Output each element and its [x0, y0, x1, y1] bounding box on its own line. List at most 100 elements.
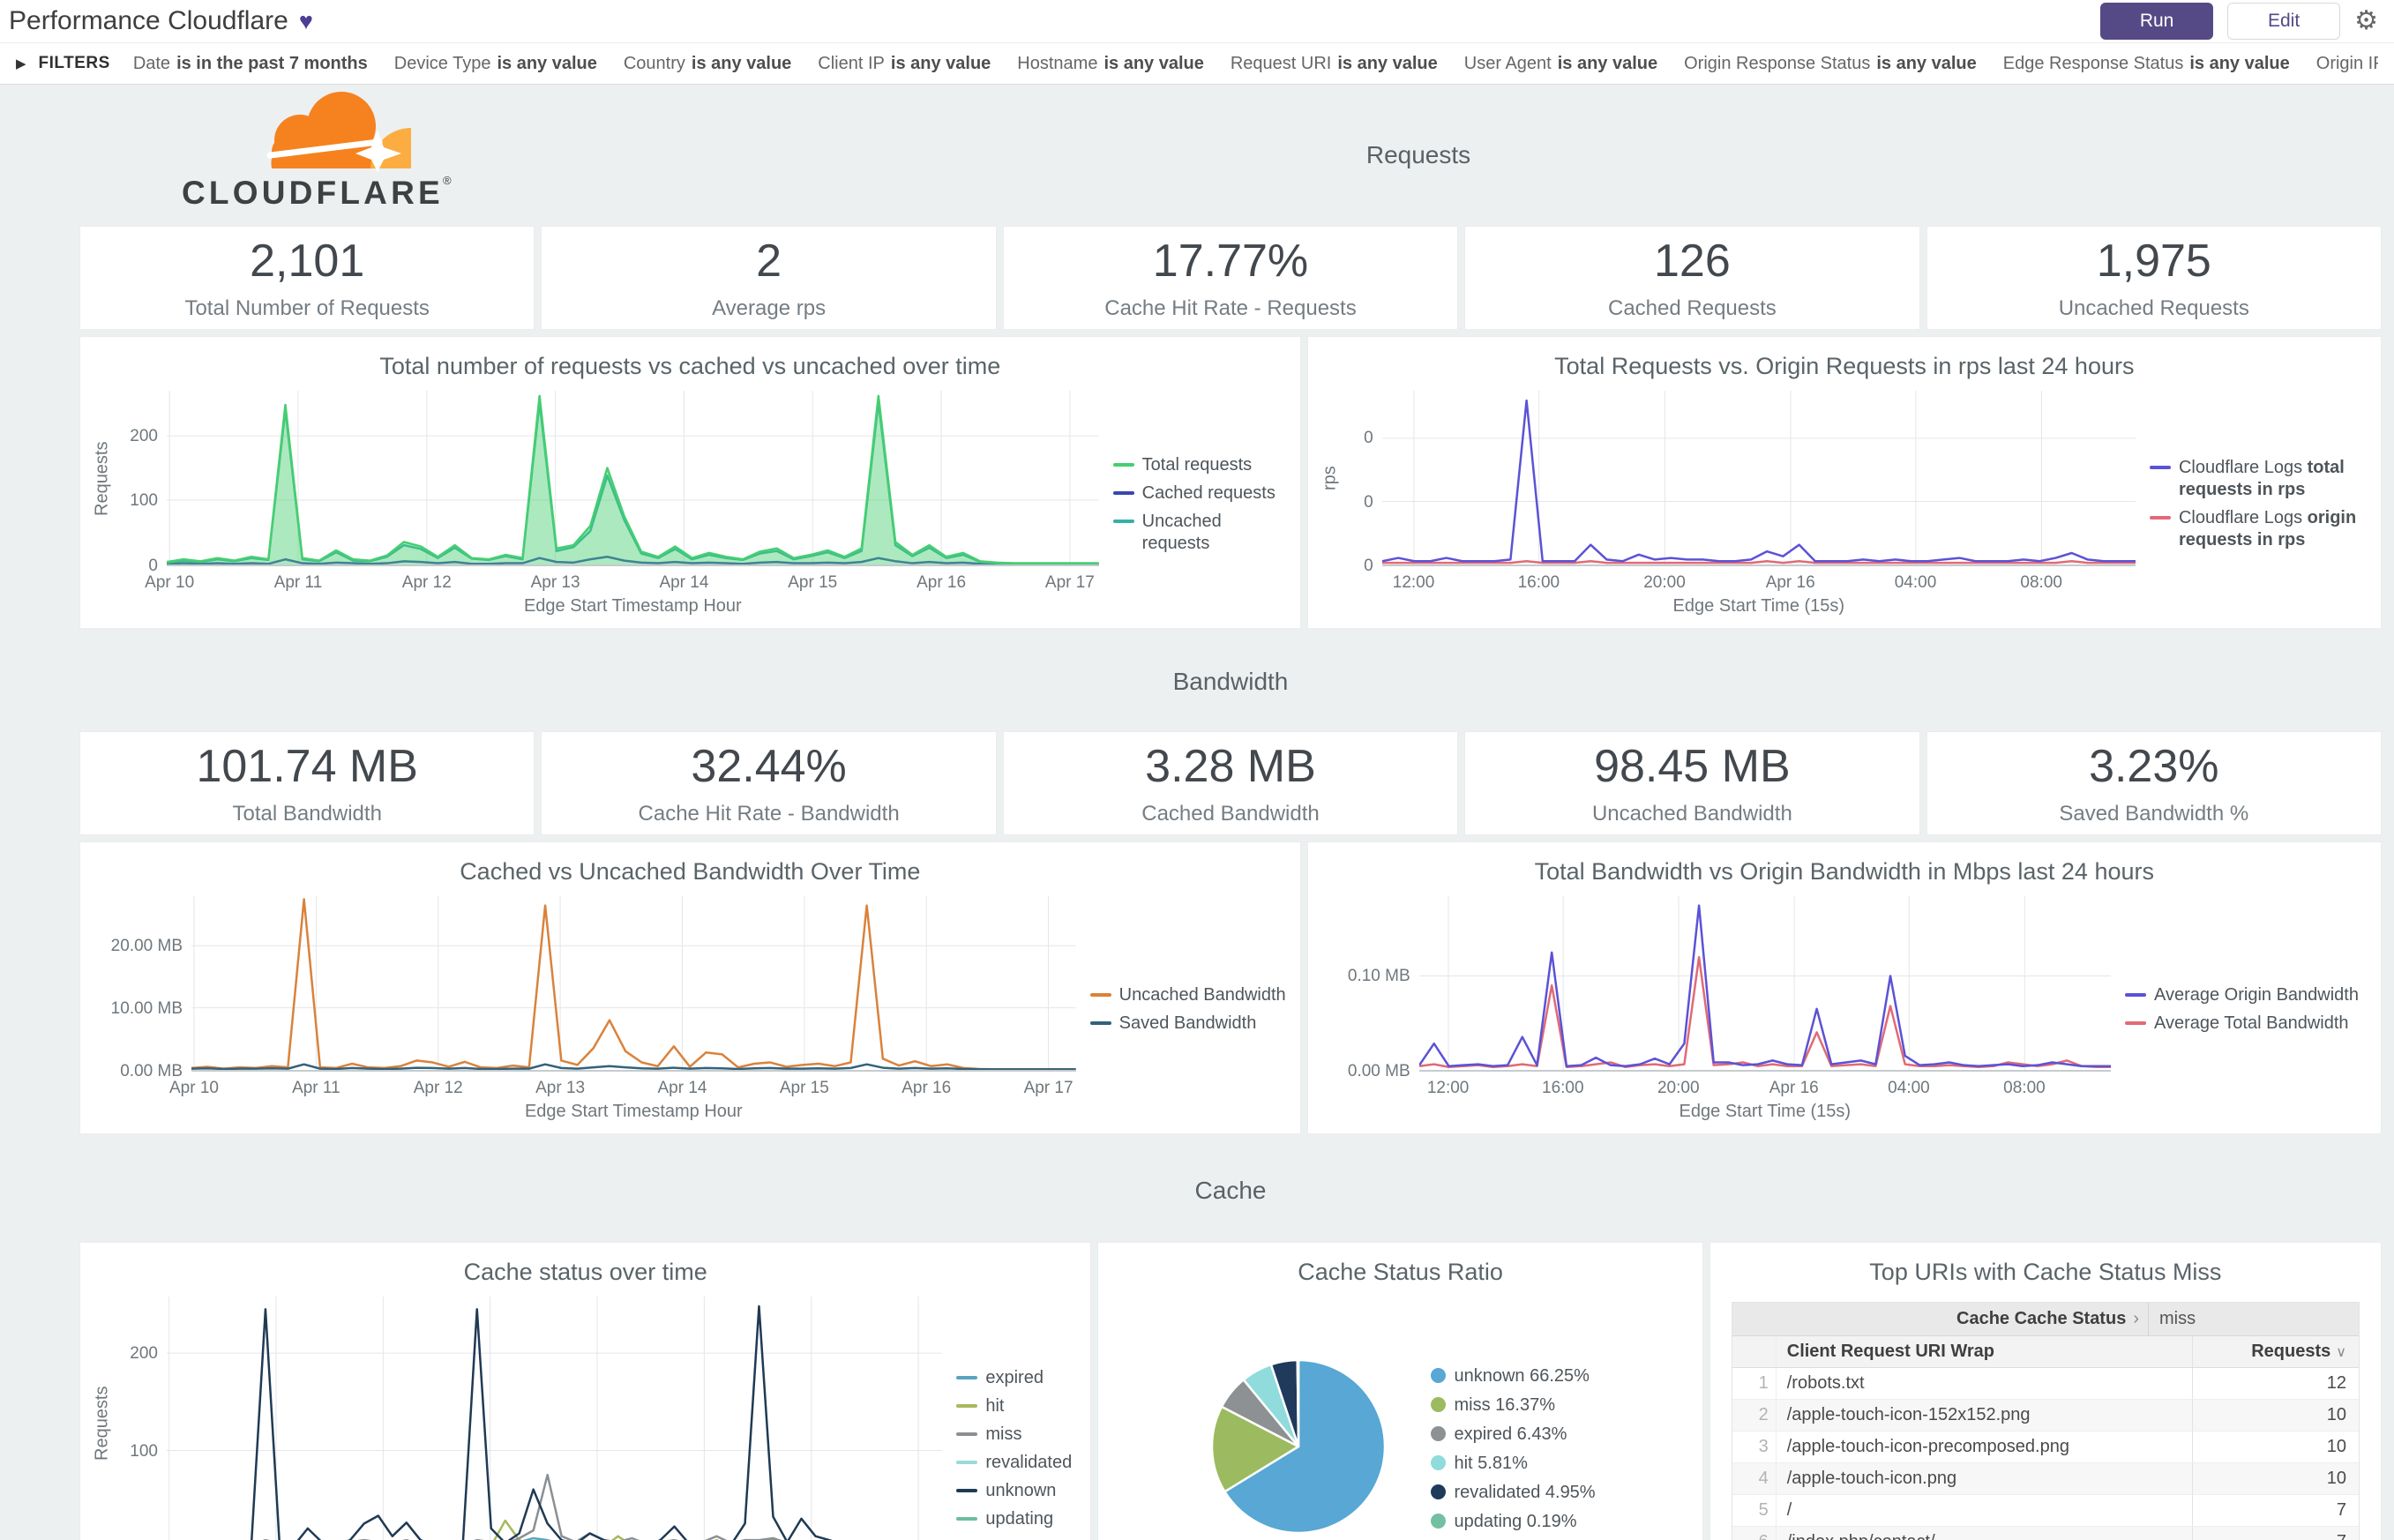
kpi-value: 2	[756, 235, 782, 287]
legend-dot	[1431, 1367, 1447, 1383]
legend-item[interactable]: Cloudflare Logs origin requests in rps	[2149, 507, 2372, 551]
x-tick-label: Apr 16	[916, 573, 967, 592]
filter-item[interactable]: Hostname is any value	[1017, 53, 1204, 73]
x-tick-label: Apr 10	[169, 1079, 219, 1097]
kpi-saved-bandwidth-pct: 3.23% Saved Bandwidth %	[1926, 731, 2382, 835]
filter-item[interactable]: Date is in the past 7 months	[132, 53, 368, 73]
legend-item[interactable]: Average Origin Bandwidth	[2124, 984, 2372, 1006]
legend-item[interactable]: Total requests	[1112, 454, 1291, 476]
legend-item[interactable]: expired 6.43%	[1431, 1424, 1595, 1446]
filter-item[interactable]: Device Type is any value	[393, 53, 597, 73]
filter-item[interactable]: Request URI is any value	[1230, 53, 1438, 73]
filter-item[interactable]: Client IP is any value	[818, 53, 991, 73]
legend-item[interactable]: revalidated 4.95%	[1431, 1482, 1596, 1504]
chevron-right-icon: ›	[2133, 1309, 2139, 1328]
y-axis-ticks: 0 0 0	[1343, 391, 1382, 575]
pivot-field-label: Cache Cache Status	[1956, 1309, 2127, 1328]
kpi-uncached-requests: 1,975 Uncached Requests	[1926, 226, 2382, 330]
uri-column-header[interactable]: Client Request URI Wrap	[1777, 1336, 2193, 1367]
filters-expand-caret[interactable]: ▶	[16, 56, 26, 71]
pivot-header-row: Cache Cache Status › miss	[1732, 1303, 2359, 1336]
y-tick-label: 100	[130, 1441, 158, 1461]
x-tick-label: 12:00	[1426, 1079, 1470, 1097]
legend-item[interactable]: Average Total Bandwidth	[2124, 1013, 2372, 1035]
edit-button[interactable]: Edit	[2227, 3, 2341, 40]
table-row[interactable]: 3/apple-touch-icon-precomposed.png 10	[1732, 1432, 2359, 1463]
chart-requests-vs-origin-rps: Total Requests vs. Origin Requests in rp…	[1306, 336, 2382, 629]
x-axis-ticks: 12:00 16:00 20:00 Apr 16 04:00 08:00	[1382, 566, 2136, 593]
legend-item[interactable]: updating	[956, 1508, 1081, 1530]
legend-item[interactable]: revalidated	[956, 1452, 1081, 1474]
row-index: 2	[1732, 1400, 1777, 1431]
kpi-value: 1,975	[2096, 235, 2211, 287]
legend-item[interactable]: Saved Bandwidth	[1089, 1013, 1291, 1035]
section-title-bandwidth: Bandwidth	[1172, 668, 1289, 695]
table-row[interactable]: 1/robots.txt 12	[1732, 1368, 2359, 1400]
legend-item[interactable]: Cached requests	[1112, 482, 1291, 505]
row-index: 1	[1732, 1368, 1777, 1399]
bandwidth-charts-row: Cached vs Uncached Bandwidth Over Time 0…	[79, 841, 2382, 1134]
legend-item[interactable]: expired	[956, 1367, 1081, 1389]
kpi-cache-hit-rate-bandwidth: 32.44% Cache Hit Rate - Bandwidth	[541, 731, 997, 835]
row-uri[interactable]: /apple-touch-icon-precomposed.png	[1777, 1432, 2193, 1462]
filter-item[interactable]: Edge Response Status is any value	[2002, 53, 2290, 73]
legend-item[interactable]: miss 16.37%	[1431, 1394, 1595, 1417]
pivot-field[interactable]: Cache Cache Status ›	[1732, 1303, 2149, 1335]
kpi-label: Total Number of Requests	[184, 296, 430, 320]
x-tick-label: Apr 16	[901, 1079, 952, 1097]
kpi-label: Cache Hit Rate - Bandwidth	[638, 802, 900, 826]
legend-item[interactable]: hit 5.81%	[1431, 1453, 1595, 1475]
chart-legend: expired hit miss revalidated unknown updating	[942, 1367, 1081, 1530]
kpi-label: Uncached Requests	[2058, 296, 2249, 320]
kpi-value: 101.74 MB	[196, 741, 418, 792]
legend-item[interactable]: Uncached requests	[1112, 511, 1291, 555]
table-row[interactable]: 4/apple-touch-icon.png 10	[1732, 1463, 2359, 1495]
row-requests: 10	[2326, 1405, 2346, 1424]
x-tick-label: 04:00	[1888, 1079, 1930, 1097]
y-tick-label: 0	[1364, 429, 1373, 448]
legend-swatch	[2149, 466, 2171, 469]
row-uri[interactable]: /robots.txt	[1777, 1368, 2193, 1399]
requests-column-header[interactable]: Requests ∨	[2193, 1336, 2359, 1367]
row-requests: 7	[2193, 1527, 2359, 1540]
table-row[interactable]: 6/index.php/contact/7	[1732, 1527, 2359, 1540]
kpi-value: 3.28 MB	[1145, 741, 1316, 792]
x-tick-label: Apr 15	[788, 573, 838, 592]
x-axis-label: Edge Start Time (15s)	[1679, 1102, 1852, 1121]
row-uri[interactable]: /apple-touch-icon-152x152.png	[1777, 1400, 2193, 1431]
row-index: 3	[1732, 1432, 1777, 1462]
y-tick-label: 20.00 MB	[110, 936, 183, 955]
pie-slice-unknown	[1223, 1358, 1387, 1535]
run-button[interactable]: Run	[2100, 3, 2214, 40]
legend-item[interactable]: unknown 66.25%	[1431, 1365, 1595, 1387]
plot-area	[167, 391, 1099, 566]
filters-label: FILTERS	[38, 54, 110, 72]
legend-item[interactable]: Cloudflare Logs total requests in rps	[2149, 457, 2372, 501]
row-uri[interactable]: /apple-touch-icon.png	[1777, 1463, 2193, 1494]
legend-item[interactable]: miss	[956, 1424, 1081, 1446]
row-uri[interactable]: /	[1777, 1495, 2193, 1526]
filter-item[interactable]: Origin Response Status is any value	[1684, 53, 1977, 73]
topbar-actions: Run Edit ⚙	[2100, 3, 2378, 40]
kpi-cache-hit-rate-requests: 17.77% Cache Hit Rate - Requests	[1002, 226, 1459, 330]
table-row[interactable]: 2/apple-touch-icon-152x152.png 10	[1732, 1400, 2359, 1432]
cloudflare-wordmark: CLOUDFLARE	[182, 175, 444, 211]
pie-chart	[1205, 1353, 1392, 1540]
kpi-cached-requests: 126 Cached Requests	[1464, 226, 1920, 330]
chart-legend: Total requests Cached requests Uncached re…	[1099, 454, 1291, 555]
kpi-cached-bandwidth: 3.28 MB Cached Bandwidth	[1002, 731, 1459, 835]
filter-item[interactable]: User Agent is any value	[1463, 53, 1658, 73]
table-row[interactable]: 5/ 7	[1732, 1495, 2359, 1527]
legend-item[interactable]: unknown	[956, 1480, 1081, 1502]
x-axis-ticks: 12:00 16:00 20:00 Apr 16 04:00 08:00	[1419, 1072, 2111, 1098]
row-uri[interactable]: /index.php/contact/	[1777, 1527, 2193, 1540]
legend-item[interactable]: Uncached Bandwidth	[1089, 984, 1291, 1006]
filter-item[interactable]: Country is any value	[623, 53, 792, 73]
gear-icon[interactable]: ⚙	[2354, 6, 2378, 35]
legend-dot	[1431, 1396, 1447, 1412]
x-tick-label: Apr 16	[1769, 1079, 1819, 1097]
legend-item[interactable]: hit	[956, 1395, 1081, 1417]
top-bar: Performance Cloudflare ♥ Run Edit ⚙	[0, 0, 2394, 42]
legend-item[interactable]: updating 0.19%	[1431, 1511, 1595, 1533]
